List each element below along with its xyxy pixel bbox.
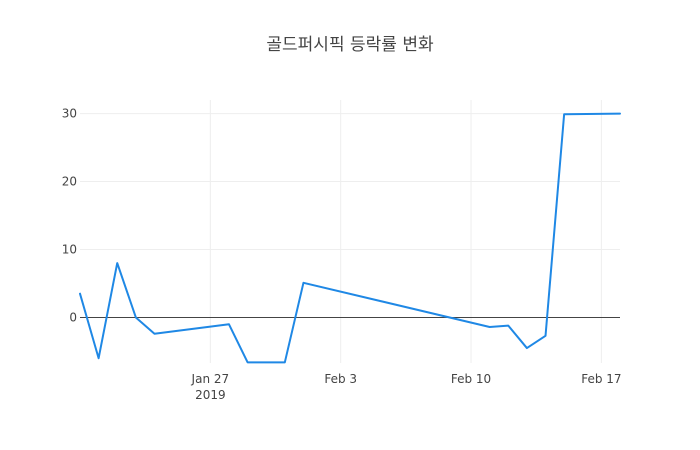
series-line: [79, 112, 621, 364]
y-tick-label: 20: [62, 175, 77, 189]
chart-title: 골드퍼시픽 등락률 변화: [266, 35, 434, 55]
y-tick-label: 10: [62, 243, 77, 257]
x-tick-label: Feb 17: [581, 372, 621, 386]
x-tick-label: Feb 10: [451, 372, 491, 386]
x-tick-label: Jan 27: [191, 372, 230, 386]
axes: Jan 27 2019 Feb 3 Feb 10 Feb 17 0 10 20 30: [62, 107, 622, 402]
y-tick-label: 30: [62, 107, 77, 121]
x-tick-label: Feb 3: [324, 372, 357, 386]
gridlines: [80, 100, 620, 363]
series-group: [79, 112, 621, 364]
y-tick-label: 0: [69, 310, 77, 324]
x-tick-sublabel: 2019: [195, 388, 226, 402]
